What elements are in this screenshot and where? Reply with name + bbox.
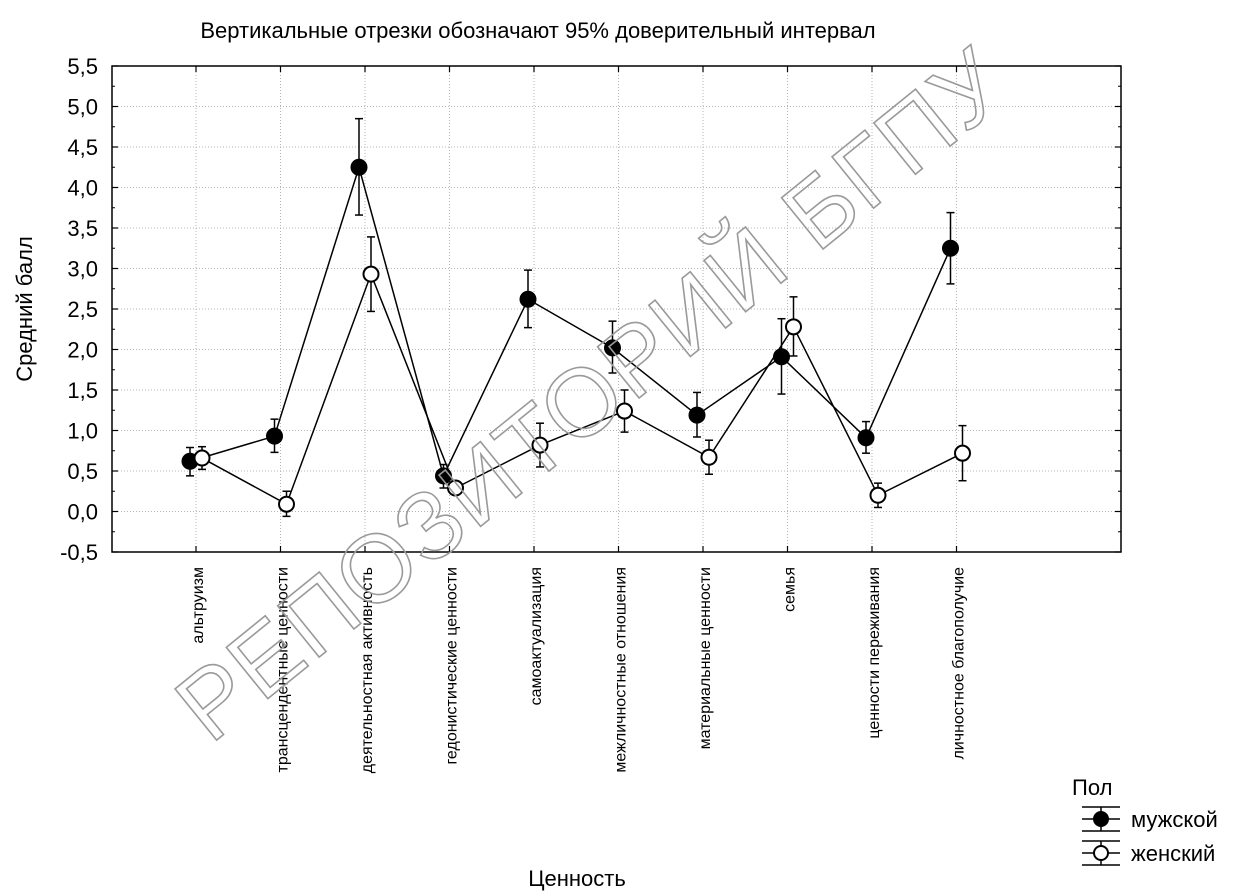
y-tick-label: 5,0 xyxy=(67,95,98,120)
legend-marker xyxy=(1093,811,1109,827)
data-point xyxy=(688,406,706,424)
data-point xyxy=(616,402,633,420)
y-tick-label: 1,5 xyxy=(67,378,98,403)
data-point xyxy=(362,265,380,283)
data-point xyxy=(278,495,295,513)
data-point xyxy=(604,339,621,357)
y-axis-label: Средний балл xyxy=(12,236,37,382)
y-tick-label: 3,0 xyxy=(67,257,98,282)
x-tick-label: самоактуализация xyxy=(528,567,545,705)
data-point xyxy=(869,486,887,504)
legend-marker xyxy=(1093,845,1109,861)
data-point xyxy=(193,449,211,467)
x-tick-label: гедонистические ценности xyxy=(444,567,461,765)
data-point xyxy=(942,239,959,257)
y-tick-label: 2,5 xyxy=(67,297,98,322)
chart-subtitle: Вертикальные отрезки обозначают 95% дове… xyxy=(200,18,875,43)
data-point xyxy=(519,290,537,308)
x-tick-label: деятельностная активность xyxy=(359,567,376,773)
x-tick-label: материальные ценности xyxy=(697,567,714,749)
x-axis: альтруизм трансцендентные ценности деятель… xyxy=(190,66,968,773)
data-point xyxy=(447,479,464,497)
data-point xyxy=(773,348,790,366)
y-tick-label: 4,5 xyxy=(67,135,98,160)
x-tick-label: личностное благополучие xyxy=(951,567,968,760)
data-point xyxy=(785,318,802,336)
series-мужской xyxy=(181,117,959,489)
x-tick-label: альтруизм xyxy=(190,567,207,644)
legend-label: мужской xyxy=(1131,807,1218,832)
legend-item-женский: женский xyxy=(1082,840,1215,866)
data-point xyxy=(954,444,971,462)
y-tick-label: 0,0 xyxy=(67,500,98,525)
x-tick-label: межличностные отношения xyxy=(613,567,630,773)
y-tick-label: 0,5 xyxy=(67,459,98,484)
x-tick-label: трансцендентные ценности xyxy=(275,567,292,772)
data-point xyxy=(857,429,875,447)
x-tick-label: ценности переживания xyxy=(866,567,883,739)
y-tick-label: -0,5 xyxy=(60,540,98,565)
y-axis: -0,5 0,0 0,5 1,0 1,5 2,0 2,5 3,0 3,5 4,0 4,5 5,0 5,5 xyxy=(60,54,1121,565)
legend-item-мужской: мужской xyxy=(1082,806,1218,832)
y-tick-label: 4,0 xyxy=(67,176,98,201)
series-line xyxy=(201,272,963,506)
y-tick-label: 2,0 xyxy=(67,338,98,363)
series-женский xyxy=(193,236,971,518)
legend-label: женский xyxy=(1131,841,1215,866)
data-point xyxy=(700,448,718,466)
legend: Пол мужской женский xyxy=(1072,775,1218,866)
legend-items: мужской женский xyxy=(1082,806,1218,866)
watermark: РЕПОЗИТОРИЙ БГПУ xyxy=(156,27,1027,761)
y-tick-label: 3,5 xyxy=(67,216,98,241)
x-axis-label: Ценность xyxy=(528,866,626,891)
y-tick-label: 1,0 xyxy=(67,419,98,444)
y-tick-label: 5,5 xyxy=(67,54,98,79)
data-point xyxy=(531,436,549,454)
series-layer xyxy=(181,117,971,518)
data-point xyxy=(350,158,368,176)
x-tick-label: семья xyxy=(782,567,799,612)
legend-title: Пол xyxy=(1072,775,1112,800)
data-point xyxy=(266,427,283,445)
series-line xyxy=(189,164,952,478)
